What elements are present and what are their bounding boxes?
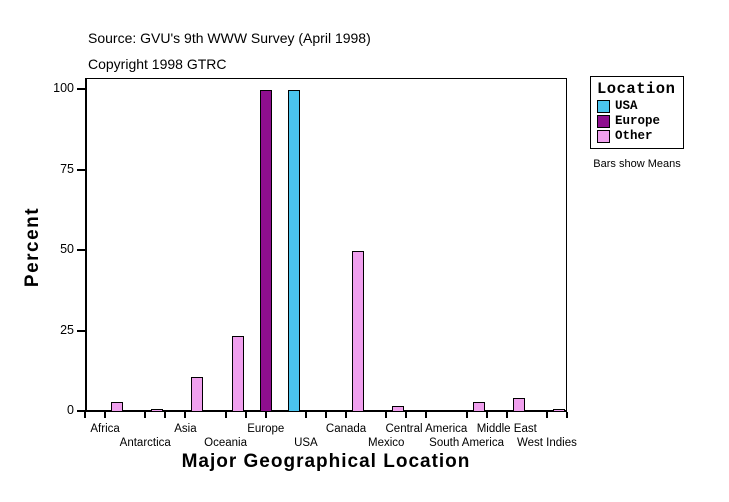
bar-mexico — [392, 406, 405, 412]
x-category-label: Canada — [325, 423, 367, 435]
x-tick — [264, 412, 267, 418]
legend-swatch — [597, 100, 610, 113]
y-tick — [77, 410, 85, 412]
legend-item-europe: Europe — [597, 115, 678, 128]
x-tick — [566, 412, 568, 418]
x-category-label: Mexico — [368, 437, 405, 449]
x-tick — [104, 412, 107, 418]
y-tick — [77, 168, 85, 171]
x-tick — [224, 412, 227, 418]
y-tick-label: 100 — [53, 81, 74, 95]
legend-item-label: Europe — [615, 114, 661, 128]
y-tick — [77, 88, 85, 90]
x-tick — [164, 412, 167, 418]
x-category-label: Oceania — [204, 437, 247, 449]
x-tick — [184, 412, 187, 418]
x-tick — [465, 412, 468, 418]
x-category-label: Middle East — [476, 423, 537, 435]
x-category-label: Antarctica — [119, 437, 171, 449]
legend-item-other: Other — [597, 130, 678, 143]
legend-title: Location — [597, 80, 676, 98]
source-caption: Source: GVU's 9th WWW Survey (April 1998… — [88, 30, 371, 46]
x-category-label: West Indies — [516, 437, 577, 449]
legend-item-usa: USA — [597, 100, 678, 113]
x-tick — [405, 412, 408, 418]
legend: Location USA Europe Other — [590, 76, 684, 149]
bar-europe — [259, 90, 272, 412]
legend-items: USA Europe Other — [597, 100, 678, 143]
x-category-label: USA — [294, 437, 318, 449]
x-tick — [345, 412, 348, 418]
legend-swatch — [597, 130, 610, 143]
bar-middle-east — [512, 398, 525, 412]
y-tick-label: 50 — [60, 242, 74, 256]
y-tick — [77, 329, 85, 332]
x-axis-title: Major Geographical Location — [181, 451, 471, 472]
y-tick-label: 0 — [67, 403, 74, 417]
x-category-label: Africa — [90, 423, 120, 435]
legend-item-label: USA — [615, 99, 638, 113]
x-tick — [505, 412, 508, 418]
copyright-caption: Copyright 1998 GTRC — [88, 56, 227, 72]
x-category-label: South America — [429, 437, 504, 449]
bar-west-indies — [552, 409, 565, 412]
means-note: Bars show Means — [593, 158, 681, 170]
bar-usa — [287, 90, 300, 412]
x-tick — [545, 412, 548, 418]
bar-south-america — [472, 402, 485, 412]
x-tick — [485, 412, 488, 418]
x-category-label: Asia — [174, 423, 197, 435]
y-tick — [77, 249, 85, 251]
legend-swatch — [597, 115, 610, 128]
x-tick — [385, 412, 388, 418]
bar-africa — [111, 402, 124, 412]
legend-item-label: Other — [615, 129, 653, 143]
bar-canada — [352, 251, 365, 412]
x-tick — [84, 412, 86, 418]
x-tick — [144, 412, 147, 418]
x-tick — [325, 412, 327, 418]
bar-antarctica — [151, 409, 164, 412]
x-category-label: Central America — [385, 423, 468, 435]
plot-area — [85, 78, 567, 412]
bar-asia — [191, 377, 204, 412]
y-tick-label: 25 — [60, 322, 74, 337]
x-tick — [304, 412, 307, 418]
x-tick — [425, 412, 428, 418]
bar-oceania — [231, 336, 244, 412]
x-tick — [244, 412, 247, 418]
y-tick-label: 75 — [60, 161, 74, 176]
bar-central-america — [432, 410, 445, 412]
x-category-label: Europe — [247, 423, 285, 435]
